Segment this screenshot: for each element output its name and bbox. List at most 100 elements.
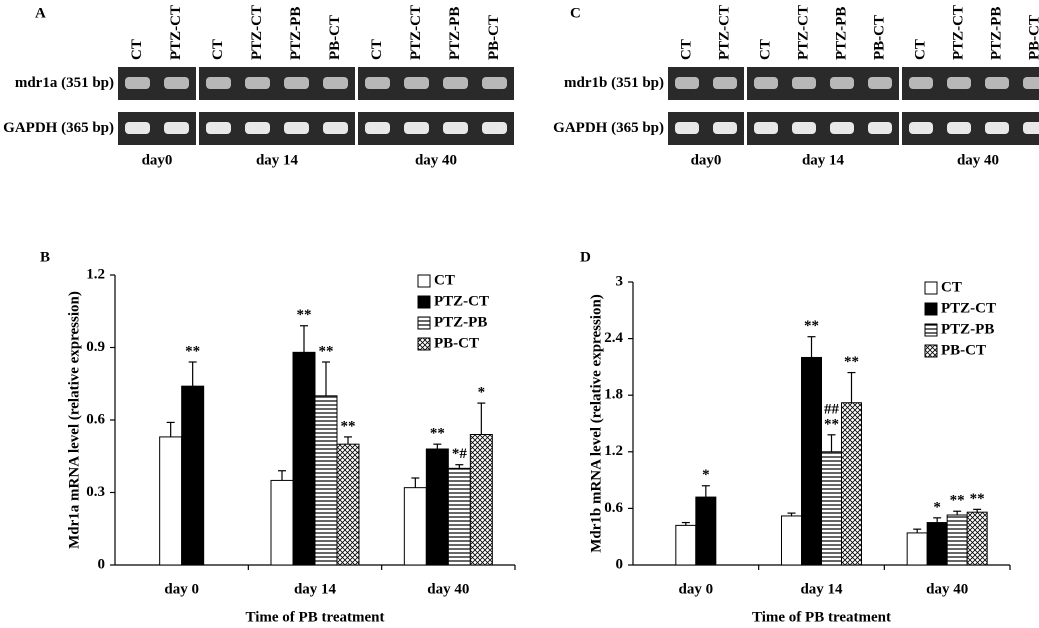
- bar: [469, 434, 493, 566]
- significance-label: **: [430, 426, 445, 442]
- gel-band: [713, 122, 737, 134]
- gel-band: [1023, 77, 1039, 89]
- significance-label: **: [970, 491, 985, 507]
- significance-label: **: [950, 493, 965, 509]
- legend-swatch: [417, 316, 431, 330]
- legend-label: PTZ-PB: [941, 321, 994, 337]
- lane-label: PTZ-CT: [950, 5, 966, 60]
- gel-band: [125, 122, 150, 134]
- lane-label: PTZ-CT: [408, 5, 424, 60]
- lane-label: CT: [210, 39, 226, 60]
- significance-label: ##: [824, 401, 840, 417]
- legend-swatch: [417, 295, 431, 309]
- bar: [292, 351, 316, 566]
- gel-band: [675, 77, 699, 89]
- x-tick-label: day 40: [427, 581, 469, 597]
- gel-band: [713, 77, 737, 89]
- y-tick-label: 3: [616, 273, 624, 289]
- gel-band: [947, 122, 971, 134]
- significance-label: **: [185, 343, 200, 359]
- gel-band: [1023, 122, 1039, 134]
- significance-label: **: [804, 318, 819, 334]
- lane-label: PTZ-PB: [988, 7, 1004, 60]
- legend-swatch: [924, 323, 938, 337]
- gel-band: [206, 77, 231, 89]
- significance-label: *: [478, 385, 486, 401]
- lane-label: PB-CT: [1026, 15, 1039, 60]
- gel-band: [830, 77, 854, 89]
- panel-label: B: [40, 249, 50, 265]
- y-tick-label: 2.4: [604, 330, 623, 346]
- bar: [801, 356, 822, 566]
- lane-label: CT: [678, 39, 694, 60]
- gel-band: [792, 77, 816, 89]
- significance-label: *: [702, 467, 710, 483]
- gel-band: [985, 77, 1009, 89]
- bar: [181, 385, 205, 566]
- bar: [447, 467, 471, 566]
- bar: [425, 448, 449, 566]
- lane-label: CT: [129, 39, 145, 60]
- y-tick-label: 0.9: [86, 339, 105, 355]
- significance-label: **: [824, 416, 839, 432]
- gel-band: [404, 122, 429, 134]
- bar: [403, 487, 427, 566]
- gel-band: [792, 122, 816, 134]
- y-tick-label: 0: [98, 556, 106, 572]
- legend-label: CT: [941, 279, 962, 295]
- gel-band: [754, 122, 778, 134]
- y-tick-label: 1.2: [86, 266, 105, 282]
- bar: [821, 451, 842, 566]
- x-tick-label: day 0: [164, 581, 199, 597]
- gel-band: [675, 122, 699, 134]
- lane-label: PTZ-CT: [249, 5, 265, 60]
- lane-label: PB-CT: [871, 15, 887, 60]
- lane-label: PTZ-PB: [833, 7, 849, 60]
- y-tick-label: 0: [616, 556, 624, 572]
- y-axis-title: Mdr1a mRNA level (relative expression): [66, 291, 82, 549]
- x-tick-label: day 14: [294, 581, 337, 597]
- bar: [695, 496, 717, 566]
- lane-label: PB-CT: [486, 15, 502, 60]
- gel-band: [482, 122, 507, 134]
- legend-label: PTZ-CT: [434, 293, 489, 309]
- gel-band: [206, 122, 231, 134]
- legend-label: PB-CT: [434, 335, 479, 351]
- row-label: mdr1a (351 bp): [15, 75, 114, 91]
- gel-band: [754, 77, 778, 89]
- legend-label: PTZ-CT: [941, 300, 996, 316]
- panel-label: C: [570, 5, 581, 21]
- row-label: GAPDH (365 bp): [3, 120, 114, 136]
- group-label: day 40: [957, 152, 999, 168]
- legend-swatch: [924, 344, 938, 358]
- x-axis-title: Time of PB treatment: [752, 609, 891, 625]
- bar: [314, 395, 338, 566]
- y-axis-title: Mdr1b mRNA level (relative expression): [588, 294, 604, 553]
- significance-label: **: [844, 354, 859, 370]
- panel-label: A: [35, 5, 46, 21]
- bar: [270, 479, 294, 566]
- bar: [841, 402, 862, 566]
- gel-band: [323, 77, 348, 89]
- gel-band: [365, 77, 390, 89]
- legend-label: CT: [434, 272, 455, 288]
- gel-band: [365, 122, 390, 134]
- bar: [966, 511, 988, 566]
- group-label: day0: [691, 152, 722, 168]
- lane-label: PTZ-CT: [716, 5, 732, 60]
- bar: [946, 514, 968, 566]
- gel-band: [404, 77, 429, 89]
- legend-swatch: [417, 337, 431, 351]
- group-label: day 40: [415, 152, 457, 168]
- gel-band: [284, 77, 309, 89]
- lane-label: PTZ-PB: [288, 7, 304, 60]
- y-tick-label: 1.8: [604, 387, 623, 403]
- gel-band: [909, 122, 933, 134]
- bar: [159, 436, 183, 566]
- row-label: mdr1b (351 bp): [564, 75, 664, 91]
- gel-band: [443, 77, 468, 89]
- row-label: GAPDH (365 bp): [553, 120, 664, 136]
- gel-band: [947, 77, 971, 89]
- gel-band: [868, 77, 892, 89]
